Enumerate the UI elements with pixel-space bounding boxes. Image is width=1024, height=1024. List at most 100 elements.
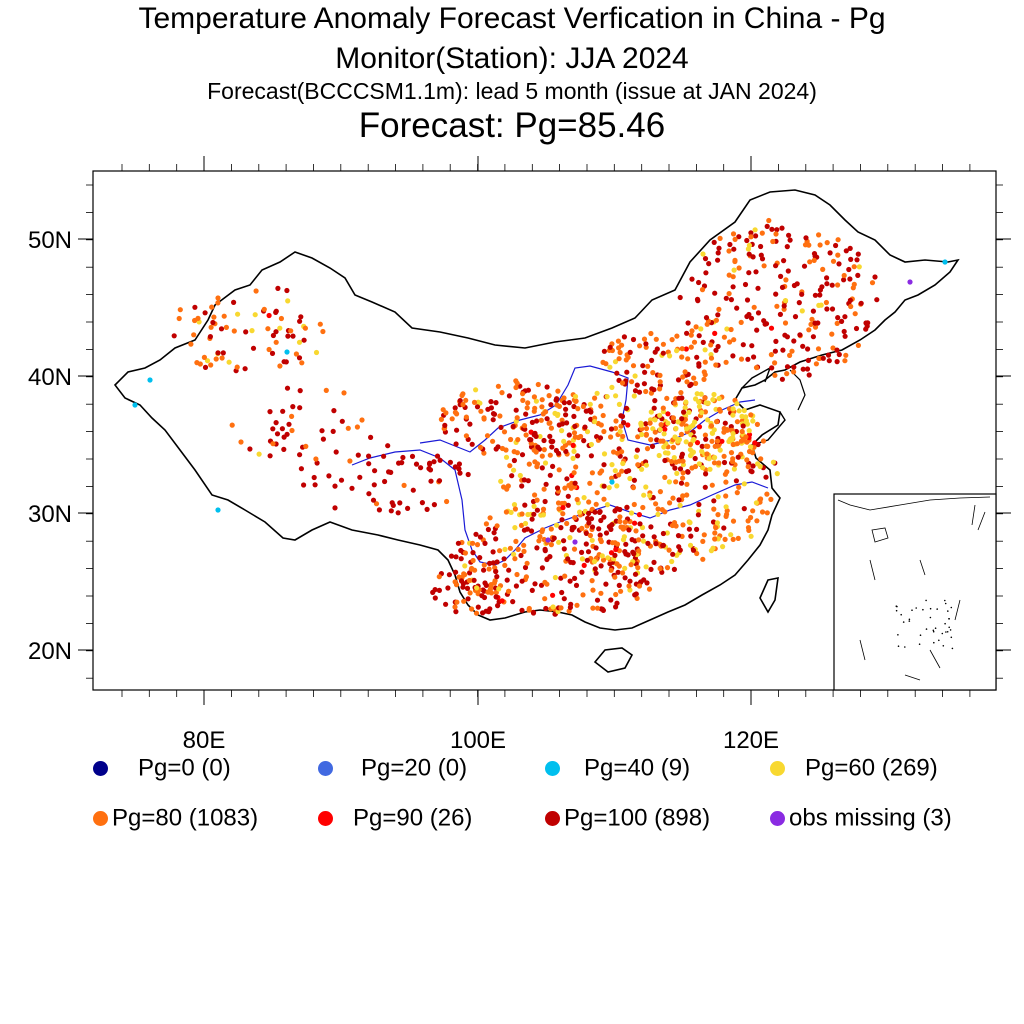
station-dot xyxy=(652,429,658,435)
station-dot xyxy=(443,601,449,607)
station-dot xyxy=(477,444,484,450)
station-dot xyxy=(696,333,702,339)
station-dot xyxy=(740,342,746,348)
station-dot xyxy=(770,459,777,465)
inset-island xyxy=(951,647,954,650)
station-dot xyxy=(598,403,604,409)
station-dot xyxy=(571,430,578,436)
station-dot xyxy=(556,467,562,473)
station-dot xyxy=(559,517,565,523)
station-dot xyxy=(681,409,687,415)
legend-pg0: Pg=0 (0) xyxy=(93,754,231,783)
station-dot xyxy=(385,443,391,449)
station-dot xyxy=(593,545,599,551)
station-dot xyxy=(542,498,548,505)
station-dot xyxy=(632,373,638,379)
station-dot xyxy=(851,281,857,287)
station-dot xyxy=(495,383,501,389)
station-dot xyxy=(634,382,640,388)
station-dot xyxy=(619,413,626,419)
station-dot xyxy=(656,452,662,459)
legend-dot-icon xyxy=(545,761,560,777)
station-dot xyxy=(734,305,740,311)
station-dot xyxy=(715,494,721,500)
station-dot xyxy=(716,245,722,251)
station-dot xyxy=(523,411,529,417)
station-dot xyxy=(709,438,715,444)
station-dot xyxy=(201,354,207,360)
station-dot xyxy=(452,579,458,585)
station-dot xyxy=(593,570,599,576)
title-line-2: Monitor(Station): JJA 2024 xyxy=(335,42,689,75)
legend-dot-icon xyxy=(770,811,785,827)
station-dot xyxy=(730,274,736,280)
station-dot xyxy=(485,589,491,595)
station-dot xyxy=(805,357,812,363)
station-dot xyxy=(280,408,286,414)
station-dot xyxy=(211,314,217,320)
station-dot xyxy=(247,446,253,452)
station-dot xyxy=(736,234,742,240)
station-dot xyxy=(510,423,516,430)
station-dot xyxy=(556,422,562,428)
station-dot xyxy=(820,355,826,361)
station-dot xyxy=(772,372,778,378)
station-dot xyxy=(366,491,372,497)
station-dot xyxy=(598,422,604,428)
station-dot xyxy=(284,349,290,355)
inset-island xyxy=(944,599,946,602)
station-dot xyxy=(418,465,424,471)
station-dot xyxy=(835,237,841,243)
station-dot xyxy=(490,417,496,423)
station-dot xyxy=(713,525,719,531)
station-dot xyxy=(757,463,763,470)
station-dot xyxy=(834,359,840,365)
station-dot xyxy=(265,326,271,332)
station-dot xyxy=(657,489,664,495)
station-dot xyxy=(539,397,545,403)
station-dot xyxy=(588,441,595,448)
station-dot xyxy=(538,582,545,588)
station-dot xyxy=(792,314,799,320)
station-dot xyxy=(488,399,494,405)
station-dot xyxy=(726,248,732,254)
station-dot xyxy=(673,479,679,485)
station-dot xyxy=(791,369,797,375)
station-dot xyxy=(215,300,221,306)
inset-island xyxy=(942,645,945,647)
station-dot xyxy=(547,433,553,439)
station-dot xyxy=(674,333,680,339)
station-dot xyxy=(614,483,620,489)
coast-detail xyxy=(741,366,786,446)
station-dot xyxy=(598,563,604,569)
station-dot xyxy=(410,487,416,493)
station-dot xyxy=(532,492,538,498)
station-dot xyxy=(438,416,444,422)
station-dot xyxy=(738,319,744,325)
station-dot xyxy=(682,405,688,411)
station-dot xyxy=(653,501,659,507)
station-dot xyxy=(615,338,622,344)
station-dot xyxy=(550,463,556,469)
station-dot xyxy=(400,454,406,461)
station-dot xyxy=(555,388,561,394)
station-dot xyxy=(471,577,477,583)
station-dot xyxy=(712,454,718,461)
station-dot xyxy=(747,444,754,450)
inset-island xyxy=(946,631,949,633)
station-dot xyxy=(610,540,616,546)
station-dot xyxy=(273,329,279,335)
station-dot xyxy=(238,439,244,445)
station-dot xyxy=(603,581,609,587)
station-dot xyxy=(486,566,492,572)
station-dot xyxy=(556,539,562,545)
station-dot xyxy=(570,442,576,448)
station-dot xyxy=(601,496,607,502)
station-dot xyxy=(753,269,759,275)
station-dot xyxy=(662,474,668,480)
station-dot xyxy=(534,497,540,503)
station-dot xyxy=(784,371,790,377)
station-dot xyxy=(545,537,551,543)
station-dot xyxy=(570,455,576,461)
station-dot xyxy=(670,551,676,557)
